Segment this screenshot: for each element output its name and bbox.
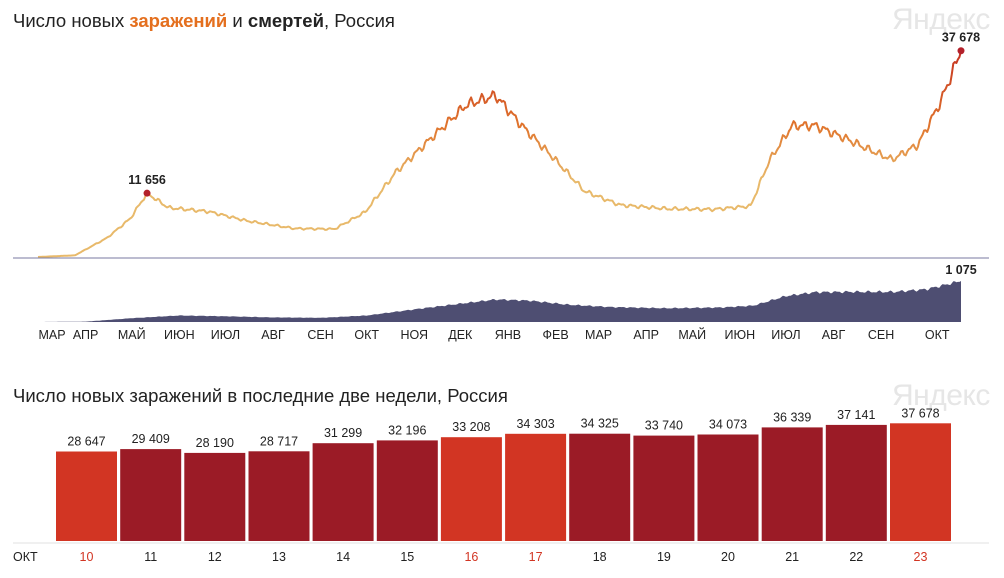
bar-day-label: 18 — [593, 550, 607, 564]
x-tick-label: МАР — [585, 328, 612, 342]
bar-day-label: 22 — [849, 550, 863, 564]
bar — [505, 433, 567, 541]
x-tick-label: СЕН — [307, 328, 333, 342]
bar-day-label: 17 — [529, 550, 543, 564]
brand-logo-bottom: Яндекс — [892, 379, 990, 412]
x-tick-label: МАЙ — [118, 327, 146, 342]
x-tick-label: АВГ — [261, 328, 285, 342]
title-deaths: смертей — [247, 10, 324, 31]
bar-day-label: 20 — [721, 550, 735, 564]
bar — [120, 449, 182, 541]
bar-day-label: 21 — [785, 550, 799, 564]
x-tick-label: НОЯ — [401, 328, 429, 342]
bar — [825, 424, 887, 541]
bar — [890, 423, 951, 541]
bar-value-label: 33 208 — [452, 420, 490, 434]
bar-value-label: 33 740 — [645, 419, 683, 433]
x-axis-months: МАР АПР МАЙ ИЮН ИЮЛ АВГ СЕН ОКТ НОЯ ДЕК ЯНВ ФЕВ МАР А… — [38, 327, 949, 342]
infections-peak-dot — [143, 189, 151, 197]
title-infections: заражений — [129, 10, 228, 31]
x-tick-label: ИЮН — [724, 328, 755, 342]
bar — [312, 443, 374, 541]
infections-peak-label: 37 678 — [942, 31, 980, 45]
infections-peak-dot — [957, 47, 965, 55]
bar-day-label: 15 — [400, 550, 414, 564]
bar-month-label: ОКТ — [13, 550, 38, 564]
x-tick-label: АПР — [73, 328, 99, 342]
bar — [184, 452, 246, 541]
x-tick-label: АПР — [633, 328, 659, 342]
bar — [248, 451, 310, 541]
bar-value-label: 34 073 — [709, 418, 747, 432]
bar-value-label: 37 141 — [837, 408, 875, 422]
deaths-area — [38, 281, 961, 322]
bar-value-label: 28 190 — [196, 436, 234, 450]
title-part3: , Россия — [323, 10, 395, 31]
x-tick-label: ОКТ — [925, 328, 950, 342]
x-tick-label: ОКТ — [354, 328, 379, 342]
x-tick-label: СЕН — [868, 328, 894, 342]
bar-day-label: 19 — [657, 550, 671, 564]
deaths-area-layer — [38, 281, 961, 322]
infections-peak-label: 11 656 — [128, 173, 166, 187]
x-tick-label: ИЮЛ — [211, 328, 240, 342]
bar-value-label: 36 339 — [773, 410, 811, 424]
bar — [440, 437, 502, 541]
x-tick-label: МАР — [38, 328, 65, 342]
bar — [56, 451, 117, 541]
x-tick-label: ЯНВ — [495, 328, 521, 342]
bar-day-label: 16 — [464, 550, 478, 564]
x-tick-label: АВГ — [822, 328, 846, 342]
bar-day-label: 11 — [144, 550, 157, 564]
bottom-chart-title: Число новых заражений в последние две не… — [13, 385, 508, 406]
x-tick-label: ФЕВ — [543, 328, 569, 342]
x-tick-label: ДЕК — [448, 328, 473, 342]
bar — [697, 434, 759, 541]
top-chart-title: Число новых заражений и смертей, Россия — [13, 10, 395, 32]
bar-value-label: 31 299 — [324, 426, 362, 440]
brand-logo-top: Яндекс — [892, 3, 990, 36]
annotations-layer: 11 656 37 678 1 075 — [128, 31, 980, 277]
x-tick-label: ИЮЛ — [771, 328, 800, 342]
bar-day-label: 10 — [80, 550, 94, 564]
bar — [376, 440, 438, 541]
infections-line-layer — [37, 50, 962, 258]
title-part2: и — [227, 10, 248, 31]
infections-line — [37, 50, 962, 258]
bar-value-label: 32 196 — [388, 423, 426, 437]
infections-deaths-chart: 11 656 37 678 1 075 МАР АПР МАЙ ИЮН ИЮЛ АВГ СЕН О… — [13, 31, 989, 342]
bar-value-label: 34 303 — [516, 417, 554, 431]
title-part1: Число новых — [13, 10, 130, 31]
bar — [633, 435, 695, 541]
bar-value-label: 29 409 — [132, 432, 170, 446]
bar-day-label: 13 — [272, 550, 286, 564]
bar-value-label: 28 647 — [67, 435, 105, 449]
bar-value-label: 34 325 — [581, 417, 619, 431]
x-tick-label: МАЙ — [678, 327, 706, 342]
bar — [569, 433, 631, 541]
bar-day-label: 23 — [914, 550, 928, 564]
bar-value-label: 28 717 — [260, 434, 298, 448]
bar-day-label: 14 — [336, 550, 350, 564]
bar — [761, 427, 823, 541]
x-tick-label: ИЮН — [164, 328, 195, 342]
bar-day-label: 12 — [208, 550, 222, 564]
bars-layer: 28 647 10 29 409 11 28 190 12 28 717 13 31 299 14… — [56, 406, 951, 564]
deaths-last-label: 1 075 — [945, 263, 976, 277]
